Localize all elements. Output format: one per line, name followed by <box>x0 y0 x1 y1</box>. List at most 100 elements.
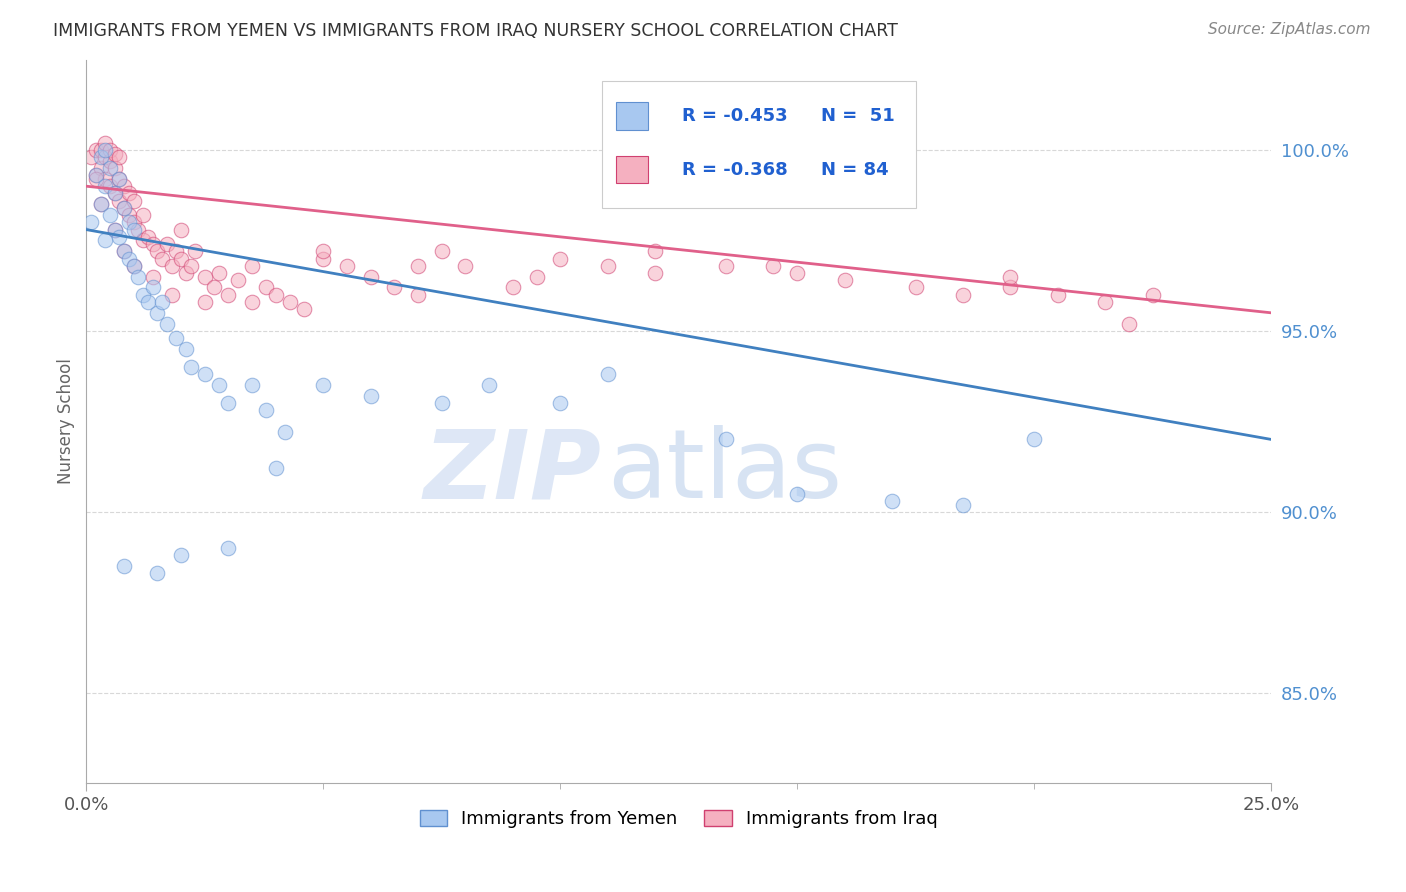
Point <box>1046 287 1069 301</box>
Point <box>112 179 135 194</box>
Point <box>89 150 111 164</box>
Point <box>112 244 135 259</box>
Point <box>1142 287 1164 301</box>
Text: atlas: atlas <box>607 425 842 518</box>
Point <box>382 280 405 294</box>
Point <box>208 266 231 280</box>
Point <box>952 287 974 301</box>
Point <box>170 222 193 236</box>
Point <box>714 433 737 447</box>
Point <box>430 244 453 259</box>
Point <box>170 252 193 266</box>
Point <box>104 222 127 236</box>
Point <box>89 143 111 157</box>
Point <box>112 559 135 574</box>
Point <box>118 186 141 201</box>
Point <box>226 273 249 287</box>
Text: ZIP: ZIP <box>423 425 602 518</box>
Point <box>84 172 107 186</box>
Point <box>952 498 974 512</box>
Point <box>150 295 173 310</box>
Point <box>1094 295 1116 310</box>
Point <box>142 280 165 294</box>
Point <box>98 153 121 168</box>
Point <box>108 230 131 244</box>
Point <box>80 150 103 164</box>
Point <box>194 368 217 382</box>
Point <box>165 244 187 259</box>
Point <box>202 280 225 294</box>
Point <box>217 396 239 410</box>
Point <box>174 266 197 280</box>
Bar <box>616 156 648 184</box>
Y-axis label: Nursery School: Nursery School <box>58 359 75 484</box>
Point <box>136 295 159 310</box>
Point <box>98 143 121 157</box>
Point <box>160 287 183 301</box>
Point <box>127 269 149 284</box>
Point <box>312 244 335 259</box>
Point <box>644 266 666 280</box>
Point <box>136 230 159 244</box>
Point <box>786 266 808 280</box>
Point <box>98 179 121 194</box>
Point <box>118 215 141 229</box>
Point <box>127 222 149 236</box>
Point <box>240 378 263 392</box>
Bar <box>616 103 648 129</box>
Point <box>150 252 173 266</box>
Point <box>264 287 287 301</box>
Point <box>714 259 737 273</box>
Point <box>89 197 111 211</box>
Point <box>146 566 169 581</box>
Point <box>596 259 619 273</box>
Point <box>904 280 927 294</box>
Point <box>112 201 135 215</box>
Point <box>184 244 207 259</box>
Point <box>142 237 165 252</box>
Point <box>104 146 127 161</box>
Point <box>240 295 263 310</box>
Point <box>104 186 127 201</box>
Point <box>80 215 103 229</box>
Point <box>112 244 135 259</box>
Point <box>274 425 297 440</box>
Point <box>132 208 155 222</box>
Point <box>1000 269 1022 284</box>
Text: Source: ZipAtlas.com: Source: ZipAtlas.com <box>1208 22 1371 37</box>
Text: N =  51: N = 51 <box>821 107 894 125</box>
Point <box>1118 317 1140 331</box>
Point <box>132 287 155 301</box>
Point <box>254 403 277 417</box>
Point <box>1024 433 1046 447</box>
Point <box>360 269 382 284</box>
Point <box>84 143 107 157</box>
Point <box>406 287 429 301</box>
Point <box>108 172 131 186</box>
Point <box>180 259 202 273</box>
Point <box>596 368 619 382</box>
Point <box>254 280 277 294</box>
Point <box>786 486 808 500</box>
Point <box>170 548 193 562</box>
Point <box>122 194 145 208</box>
Point <box>548 252 571 266</box>
Point <box>122 215 145 229</box>
Point <box>108 172 131 186</box>
Point <box>94 150 117 164</box>
Point <box>526 269 548 284</box>
Point <box>264 461 287 475</box>
Point <box>160 259 183 273</box>
Point <box>108 194 131 208</box>
Point <box>112 201 135 215</box>
Point <box>146 244 169 259</box>
Point <box>194 269 217 284</box>
Point <box>240 259 263 273</box>
Point <box>84 169 107 183</box>
Point <box>98 161 121 175</box>
Point <box>278 295 301 310</box>
Legend: Immigrants from Yemen, Immigrants from Iraq: Immigrants from Yemen, Immigrants from I… <box>412 803 945 836</box>
Point <box>94 234 117 248</box>
Point <box>104 222 127 236</box>
Point <box>118 208 141 222</box>
